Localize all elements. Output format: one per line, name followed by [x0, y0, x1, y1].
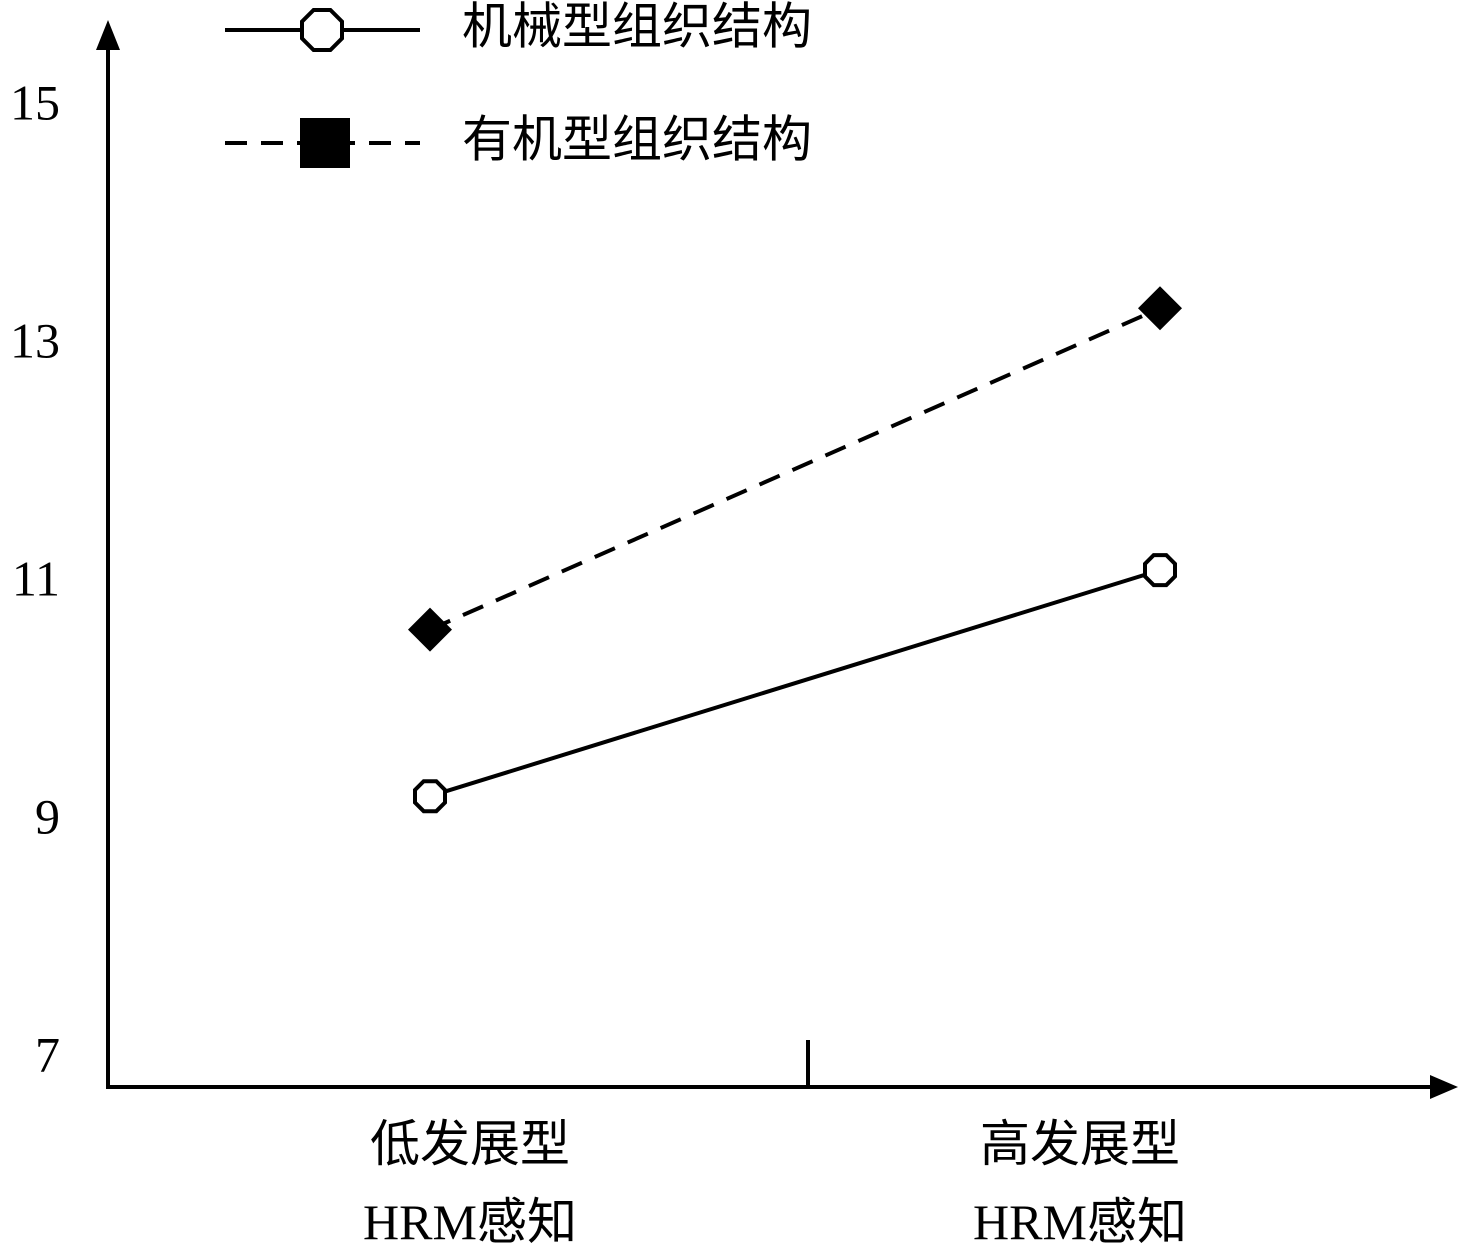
legend-label: 有机型组织结构: [462, 111, 812, 167]
legend-marker: [300, 8, 344, 52]
point: [413, 779, 447, 814]
legend-label: 机械型组织结构: [462, 0, 812, 54]
y-axis-arrow: [96, 20, 120, 50]
series-line: [429, 568, 1161, 799]
point: [1143, 553, 1177, 588]
legend-marker: [300, 118, 350, 168]
y-tick-label: 11: [12, 550, 60, 606]
x-axis-arrow: [1430, 1075, 1458, 1099]
x-tick-label: 高发展型 HRM感知: [973, 1116, 1187, 1250]
y-tick-label: 9: [35, 788, 60, 844]
point: [408, 607, 452, 652]
x-tick-label: 低发展型 HRM感知: [363, 1116, 577, 1250]
y-tick-label: 13: [10, 312, 60, 368]
y-tick-label: 15: [10, 74, 60, 130]
y-tick-label: 7: [35, 1026, 60, 1082]
series-line: [429, 306, 1161, 632]
point: [1138, 286, 1182, 331]
